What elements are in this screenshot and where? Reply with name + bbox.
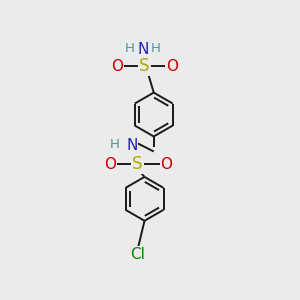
- Text: H: H: [110, 138, 119, 151]
- Text: Cl: Cl: [130, 247, 145, 262]
- Text: O: O: [111, 58, 123, 74]
- Text: O: O: [104, 157, 116, 172]
- Text: O: O: [166, 58, 178, 74]
- Text: N: N: [138, 42, 149, 57]
- Text: H: H: [124, 42, 134, 55]
- Text: O: O: [160, 157, 172, 172]
- Text: S: S: [139, 57, 150, 75]
- Text: S: S: [132, 155, 143, 173]
- Text: N: N: [126, 138, 137, 153]
- Text: H: H: [151, 42, 161, 55]
